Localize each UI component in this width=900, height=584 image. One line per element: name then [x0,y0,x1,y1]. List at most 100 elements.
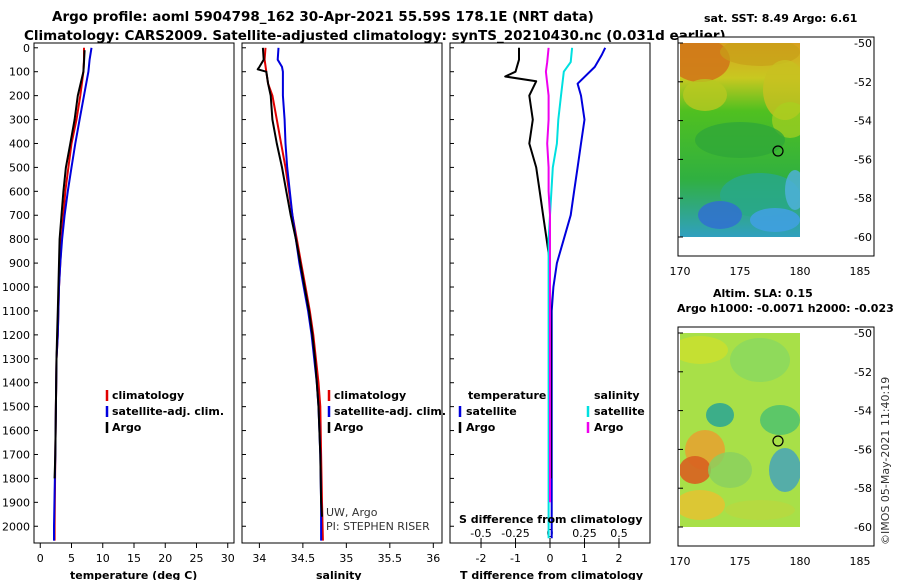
sla-map-subtitle: Argo h1000: -0.0071 h2000: -0.023 [677,302,894,315]
x-tick-label: 25 [190,552,204,565]
lat-tick-label: -50 [854,327,872,340]
x-tick-label: 35 [339,552,353,565]
depth-tick-label: 600 [9,185,30,198]
depth-tick-label: 1500 [2,401,30,414]
header-title-line2: Climatology: CARS2009. Satellite-adjuste… [24,28,726,44]
legend-label-argo: Argo [334,421,364,434]
series-line-salinity-argo [544,47,551,503]
s-tick-label: -0.25 [501,527,529,540]
s-tick-label: 0.5 [610,527,628,540]
lon-tick-label: 175 [730,555,751,568]
legend-label-climatology: climatology [112,389,184,402]
temperature-plot-frame [33,42,235,544]
depth-tick-label: 700 [9,209,30,222]
lat-tick-label: -60 [854,231,872,244]
x-tick-label: 2 [615,552,622,565]
lat-tick-label: -52 [854,366,872,379]
series-line-temperature-satellite [550,47,607,539]
lon-tick-label: 180 [790,555,811,568]
depth-tick-label: 400 [9,137,30,150]
salinity-xlabel: salinity [316,569,362,580]
sla-map: Altim. SLA: 0.15 Argo h1000: -0.0071 h20… [670,287,894,568]
header-title-line1: Argo profile: aoml 5904798_162 30-Apr-20… [52,9,594,25]
depth-tick-label: 100 [9,66,30,79]
lat-tick-label: -60 [854,521,872,534]
temperature-xlabel: temperature (deg C) [70,569,197,580]
lon-tick-label: 170 [670,555,691,568]
temperature-legend: climatology satellite-adj. clim. Argo [105,389,224,434]
s-tick-label: -0.5 [470,527,491,540]
imos-watermark: ©IMOS 05-May-2021 11:40:19 [879,377,892,545]
legend-label-satellite: satellite-adj. clim. [112,405,224,418]
depth-axis-labels: 0 100 200 300 400 500 600 700 800 900 1000 1100 1200… [2,42,30,533]
legend-label-sal-satellite: satellite [594,405,645,418]
legend-label-temp-argo: Argo [466,421,496,434]
s-tick-label: 0.25 [572,527,597,540]
salinity-plot-frame [241,42,443,544]
lat-tick-label: -50 [854,37,872,50]
temperature-panel: 0 5 10 15 20 25 30 [33,42,235,565]
series-line-argo [53,50,86,479]
legend-heading-temperature: temperature [468,389,546,402]
depth-tick-label: 200 [9,90,30,103]
difference-xlabel: T difference from climatology [460,569,643,580]
sla-float-marker [772,435,784,447]
sst-map: sat. SST: 8.49 Argo: 6.61 -50 -52 -54 -56 -5… [670,12,875,278]
x-tick-label: 34.5 [291,552,316,565]
x-tick-label: -2 [476,552,487,565]
lat-tick-label: -54 [854,405,872,418]
depth-tick-label: 0 [23,42,30,55]
salinity-legend: climatology satellite-adj. clim. Argo [327,389,446,434]
x-tick-label: 20 [158,552,172,565]
depth-tick-label: 800 [9,233,30,246]
lat-tick-label: -56 [854,153,872,166]
x-tick-label: 5 [68,552,75,565]
x-tick-label: 34 [252,552,266,565]
legend-label-satellite: satellite-adj. clim. [334,405,446,418]
depth-tick-label: 1000 [2,281,30,294]
sla-map-title: Altim. SLA: 0.15 [713,287,813,300]
lon-tick-label: 180 [790,265,811,278]
legend-label-sal-argo: Argo [594,421,624,434]
sst-float-marker [772,145,784,157]
sst-map-title: sat. SST: 8.49 Argo: 6.61 [704,12,857,25]
lon-tick-label: 175 [730,265,751,278]
lat-tick-label: -52 [854,76,872,89]
sla-map-field [680,333,800,527]
credit-line1: UW, Argo [326,506,378,519]
depth-tick-label: 1200 [2,329,30,342]
legend-label-climatology: climatology [334,389,406,402]
x-tick-label: 0 [37,552,44,565]
lon-tick-label: 170 [670,265,691,278]
depth-tick-label: 900 [9,257,30,270]
legend-label-argo: Argo [112,421,142,434]
credit-line2: PI: STEPHEN RISER [326,520,430,533]
lat-tick-label: -58 [854,192,872,205]
x-tick-label: 10 [96,552,110,565]
x-tick-label: 36 [426,552,440,565]
x-tick-label: -1 [510,552,521,565]
x-tick-label: 35.5 [378,552,403,565]
x-tick-label: 0 [547,552,554,565]
lon-tick-label: 185 [850,555,871,568]
lat-tick-label: -58 [854,482,872,495]
lat-tick-label: -56 [854,443,872,456]
x-tick-label: 30 [221,552,235,565]
depth-tick-label: 1900 [2,496,30,509]
legend-heading-salinity: salinity [594,389,640,402]
salinity-panel: 34 34.5 35 35.5 36 [241,42,443,565]
x-tick-label: 1 [581,552,588,565]
lon-tick-label: 185 [850,265,871,278]
lat-tick-label: -54 [854,115,872,128]
depth-tick-label: 300 [9,114,30,127]
depth-tick-label: 1800 [2,472,30,485]
sst-map-field [680,43,800,237]
depth-tick-label: 1100 [2,305,30,318]
series-line-argo [256,47,323,517]
depth-tick-label: 1400 [2,377,30,390]
depth-tick-label: 500 [9,161,30,174]
depth-tick-label: 1700 [2,448,30,461]
depth-tick-label: 1300 [2,353,30,366]
